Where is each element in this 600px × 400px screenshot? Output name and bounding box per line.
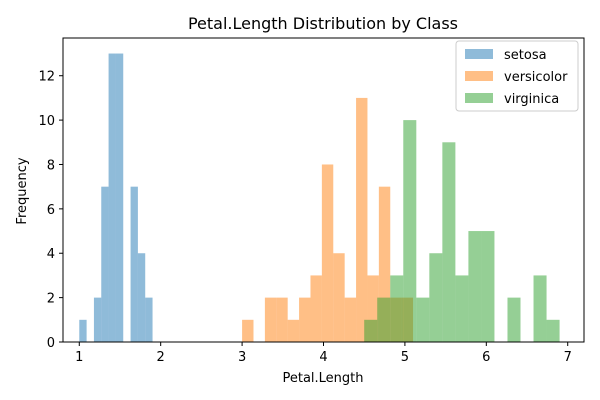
bar-virginica-0 xyxy=(364,319,378,342)
legend-swatch-versicolor xyxy=(465,71,493,81)
bar-versicolor-0 xyxy=(242,319,254,342)
x-tick-label: 2 xyxy=(157,350,165,365)
x-tick-label: 7 xyxy=(564,350,572,365)
bar-versicolor-4 xyxy=(287,319,300,342)
bar-versicolor-12 xyxy=(378,186,391,342)
bar-virginica-8 xyxy=(468,231,482,342)
bar-virginica-7 xyxy=(455,275,469,342)
y-tick-label: 6 xyxy=(47,203,55,218)
bar-setosa-7 xyxy=(130,186,138,342)
bar-virginica-14 xyxy=(546,319,560,342)
bar-versicolor-9 xyxy=(344,297,357,342)
y-tick-label: 8 xyxy=(47,158,55,173)
y-axis-title: Frequency xyxy=(15,157,30,224)
x-tick-label: 1 xyxy=(75,350,83,365)
y-tick-label: 0 xyxy=(47,336,55,351)
bar-setosa-5 xyxy=(115,53,124,343)
bar-virginica-13 xyxy=(533,275,547,342)
bars-layer xyxy=(79,53,560,343)
bar-versicolor-2 xyxy=(264,297,277,342)
bar-virginica-4 xyxy=(416,297,430,342)
bar-setosa-9 xyxy=(145,297,153,342)
x-tick-label: 3 xyxy=(238,350,246,365)
x-axis-title: Petal.Length xyxy=(282,371,363,386)
bar-setosa-4 xyxy=(108,53,116,343)
x-tick-label: 5 xyxy=(401,350,409,365)
bar-virginica-5 xyxy=(429,253,443,342)
legend-swatch-setosa xyxy=(465,49,493,59)
bar-setosa-3 xyxy=(101,186,109,342)
bar-versicolor-8 xyxy=(333,253,345,342)
legend-swatch-virginica xyxy=(465,93,493,103)
bar-virginica-3 xyxy=(403,120,417,342)
bar-virginica-1 xyxy=(377,297,391,342)
x-tick-label: 4 xyxy=(319,350,327,365)
bar-setosa-0 xyxy=(79,319,87,342)
legend-label-versicolor: versicolor xyxy=(504,70,568,85)
y-tick-label: 12 xyxy=(38,70,55,85)
bar-virginica-2 xyxy=(390,275,404,342)
x-tick-label: 6 xyxy=(482,350,490,365)
bar-virginica-11 xyxy=(507,297,521,342)
y-tick-label: 4 xyxy=(47,247,55,262)
y-tick-label: 2 xyxy=(47,292,55,307)
bar-versicolor-7 xyxy=(321,164,334,342)
bar-setosa-8 xyxy=(137,253,146,342)
bar-virginica-9 xyxy=(481,231,495,342)
bar-virginica-6 xyxy=(442,142,456,342)
bar-versicolor-11 xyxy=(367,275,379,342)
bar-versicolor-10 xyxy=(356,97,368,342)
chart-title: Petal.Length Distribution by Class xyxy=(188,14,458,33)
y-tick-label: 10 xyxy=(38,114,55,129)
legend: setosa versicolor virginica xyxy=(455,40,579,112)
legend-label-setosa: setosa xyxy=(504,48,547,63)
bar-versicolor-6 xyxy=(310,275,322,342)
bar-versicolor-5 xyxy=(299,297,311,342)
legend-label-virginica: virginica xyxy=(504,92,559,107)
bar-setosa-2 xyxy=(93,297,102,342)
bar-versicolor-3 xyxy=(276,297,288,342)
